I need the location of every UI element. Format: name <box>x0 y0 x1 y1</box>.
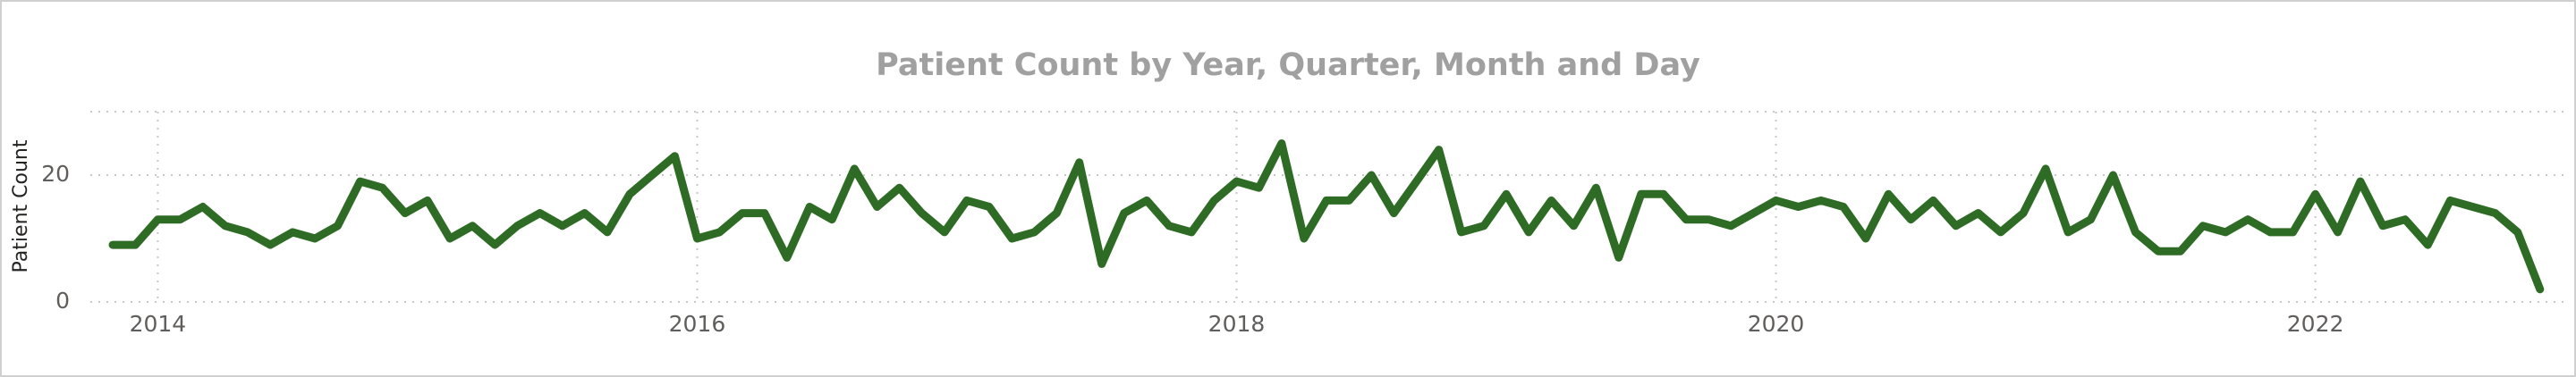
x-tick-label: 2020 <box>1748 311 1805 337</box>
x-tick-label: 2022 <box>2287 311 2344 337</box>
y-tick-label: 0 <box>55 288 70 314</box>
y-tick-label: 20 <box>41 161 70 187</box>
x-tick-label: 2016 <box>669 311 726 337</box>
y-axis-title: Patient Count <box>10 139 32 272</box>
line <box>108 139 2545 294</box>
x-tick-label: 2018 <box>1208 311 1266 337</box>
x-tick-label: 2014 <box>130 311 187 337</box>
chart-title: Patient Count by Year, Quarter, Month an… <box>876 47 1700 83</box>
